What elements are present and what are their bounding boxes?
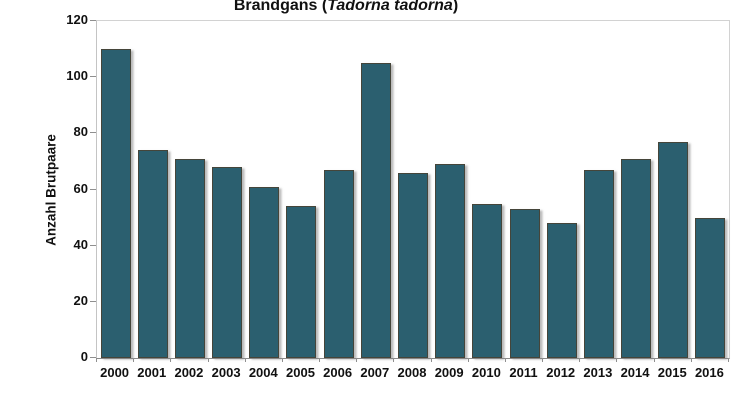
y-tick-mark bbox=[90, 76, 96, 78]
x-tick-mark bbox=[170, 358, 172, 362]
bar-2016 bbox=[695, 217, 726, 358]
x-tick-mark bbox=[393, 358, 395, 362]
y-tick-mark bbox=[90, 300, 96, 302]
bar-2007 bbox=[360, 63, 391, 358]
bar-2010 bbox=[472, 203, 503, 358]
bar-2005 bbox=[286, 206, 317, 358]
bar-2000 bbox=[100, 49, 131, 358]
bar-2001 bbox=[137, 150, 168, 358]
x-tick-mark bbox=[653, 358, 655, 362]
x-tick-mark bbox=[319, 358, 321, 362]
bar-2009 bbox=[435, 164, 466, 358]
bar-2004 bbox=[249, 186, 280, 358]
bar-2006 bbox=[323, 169, 354, 358]
y-tick-label-80: 80 bbox=[73, 124, 88, 140]
bar-2014 bbox=[621, 158, 652, 358]
bar-2003 bbox=[212, 167, 243, 358]
bar-2002 bbox=[174, 158, 205, 358]
bar-2012 bbox=[546, 223, 577, 358]
y-tick-label-120: 120 bbox=[66, 12, 88, 27]
bar-2015 bbox=[658, 141, 689, 358]
x-tick-label-2013: 2013 bbox=[583, 365, 613, 380]
x-tick-label-2003: 2003 bbox=[211, 365, 241, 380]
y-tick-label-60: 60 bbox=[73, 180, 88, 196]
x-tick-mark bbox=[356, 358, 358, 362]
x-tick-mark bbox=[244, 358, 246, 362]
plot-area bbox=[96, 20, 730, 359]
x-tick-label-2012: 2012 bbox=[546, 365, 576, 380]
x-tick-mark bbox=[616, 358, 618, 362]
x-tick-label-2004: 2004 bbox=[248, 365, 278, 380]
bar-2008 bbox=[398, 172, 428, 358]
x-tick-mark bbox=[728, 358, 729, 362]
y-tick-mark bbox=[90, 244, 96, 246]
x-tick-label-2002: 2002 bbox=[174, 365, 204, 380]
x-tick-label-2015: 2015 bbox=[657, 365, 687, 380]
y-tick-mark bbox=[90, 357, 96, 358]
x-tick-label-2009: 2009 bbox=[434, 365, 464, 380]
x-tick-label-2008: 2008 bbox=[397, 365, 427, 380]
x-tick-mark bbox=[467, 358, 469, 362]
chart-title-species: Tadorna tadorna bbox=[327, 0, 453, 14]
x-tick-mark bbox=[542, 358, 544, 362]
x-tick-mark bbox=[504, 358, 506, 362]
y-tick-label-20: 20 bbox=[73, 292, 88, 308]
y-tick-mark bbox=[90, 132, 96, 134]
x-tick-label-2016: 2016 bbox=[694, 365, 724, 380]
x-tick-mark bbox=[579, 358, 581, 362]
y-tick-mark bbox=[90, 20, 96, 21]
y-tick-label-40: 40 bbox=[73, 236, 88, 252]
x-tick-mark bbox=[690, 358, 692, 362]
x-tick-mark bbox=[133, 358, 135, 362]
y-tick-label-0: 0 bbox=[80, 349, 88, 364]
x-tick-label-2007: 2007 bbox=[360, 365, 390, 380]
chart-title-prefix: Brandgans ( bbox=[233, 0, 328, 14]
x-tick-label-2011: 2011 bbox=[509, 365, 538, 380]
x-tick-label-2001: 2001 bbox=[137, 365, 167, 380]
x-tick-mark bbox=[96, 358, 97, 362]
chart-title-suffix: ) bbox=[452, 0, 459, 14]
bar-2013 bbox=[583, 169, 614, 358]
x-tick-mark bbox=[281, 358, 283, 362]
x-tick-mark bbox=[430, 358, 432, 362]
x-tick-label-2014: 2014 bbox=[620, 365, 650, 380]
x-tick-mark bbox=[207, 358, 209, 362]
x-tick-label-2005: 2005 bbox=[286, 365, 315, 380]
bar-2011 bbox=[509, 209, 540, 358]
x-tick-label-2010: 2010 bbox=[471, 365, 501, 380]
y-tick-mark bbox=[90, 188, 96, 190]
x-tick-label-2000: 2000 bbox=[100, 365, 130, 380]
y-tick-label-100: 100 bbox=[66, 68, 88, 84]
chart-title: Brandgans (Tadorna tadorna) bbox=[234, 0, 458, 15]
x-tick-label-2006: 2006 bbox=[323, 365, 353, 380]
